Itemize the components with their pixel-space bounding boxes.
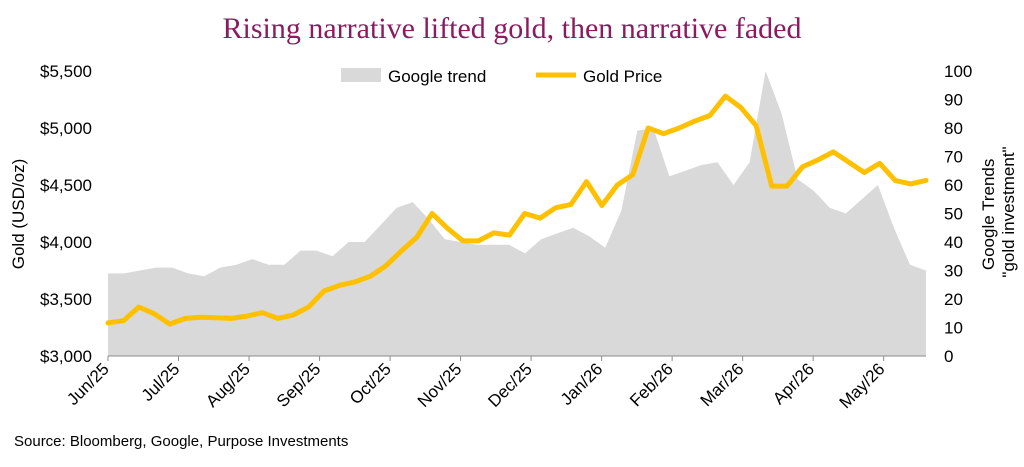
x-tick-label: Jul/25 <box>138 359 184 405</box>
right-tick-label: 90 <box>944 91 963 110</box>
left-tick-label: $5,500 <box>40 62 92 81</box>
right-tick-label: 70 <box>944 148 963 167</box>
right-axis-title: Google Trends "gold investment" <box>979 146 1018 277</box>
left-tick-label: $5,000 <box>40 119 92 138</box>
legend-label-gold-price: Gold Price <box>583 67 662 86</box>
left-y-axis: $3,000 $3,500 $4,000 $4,500 $5,000 $5,500 <box>40 62 92 366</box>
left-tick-label: $4,500 <box>40 176 92 195</box>
x-tick-label: Feb/26 <box>626 359 677 410</box>
google-trend-area-layer <box>108 71 926 356</box>
x-tick-label: Oct/25 <box>346 359 395 408</box>
chart-title: Rising narrative lifted gold, then narra… <box>222 12 802 45</box>
source-note: Source: Bloomberg, Google, Purpose Inves… <box>14 433 349 450</box>
x-tick-label: Dec/25 <box>484 359 536 411</box>
left-tick-label: $4,000 <box>40 233 92 252</box>
legend-swatch-google-trend <box>341 68 381 82</box>
x-axis: Jun/25 Jul/25 Aug/25 Sep/25 Oct/25 Nov/25 Dec/… <box>63 355 926 412</box>
right-tick-label: 60 <box>944 176 963 195</box>
x-tick-label: Nov/25 <box>414 359 466 411</box>
right-tick-label: 40 <box>944 233 963 252</box>
right-tick-label: 20 <box>944 290 963 309</box>
left-tick-label: $3,500 <box>40 290 92 309</box>
legend: Google trend Gold Price <box>341 67 662 86</box>
right-tick-label: 100 <box>944 62 972 81</box>
gold-price-line-layer <box>105 93 929 327</box>
google-trend-area <box>108 71 926 356</box>
left-tick-label: $3,000 <box>40 347 92 366</box>
right-tick-label: 80 <box>944 119 963 138</box>
right-y-axis: 0 10 20 30 40 50 60 70 80 90 100 <box>944 62 972 366</box>
x-tick-label: Aug/25 <box>202 359 254 411</box>
x-tick-label: Jan/26 <box>557 359 607 409</box>
x-tick-label: Mar/26 <box>697 359 748 410</box>
left-axis-title: Gold (USD/oz) <box>9 159 28 270</box>
x-tick-label: Jun/25 <box>63 359 113 409</box>
legend-label-google-trend: Google trend <box>388 67 486 86</box>
right-axis-title-line2: "gold investment" <box>999 146 1018 277</box>
right-tick-label: 10 <box>944 319 963 338</box>
x-tick-label: May/26 <box>836 359 889 412</box>
x-tick-label: Sep/25 <box>273 359 325 411</box>
right-tick-label: 50 <box>944 205 963 224</box>
right-axis-title-line1: Google Trends <box>979 159 998 271</box>
x-tick-label: Apr/26 <box>769 359 818 408</box>
right-tick-label: 30 <box>944 262 963 281</box>
right-tick-label: 0 <box>944 347 953 366</box>
gold-price-line <box>105 93 929 327</box>
